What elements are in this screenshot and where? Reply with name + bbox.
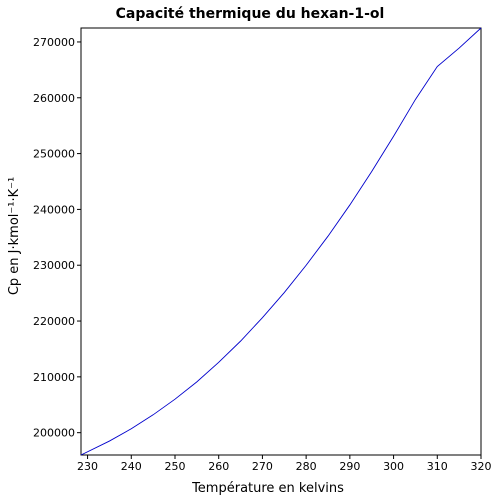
chart-title: Capacité thermique du hexan-1-ol: [116, 6, 385, 22]
x-tick-label: 260: [208, 460, 229, 473]
x-tick-label: 250: [164, 460, 185, 473]
y-tick-label: 260000: [33, 92, 75, 105]
x-tick-label: 240: [121, 460, 142, 473]
x-tick-label: 230: [77, 460, 98, 473]
x-tick-label: 320: [471, 460, 492, 473]
y-tick-label: 250000: [33, 148, 75, 161]
y-axis: 200000 210000 220000 230000 240000 250000 2600…: [33, 36, 81, 440]
y-tick-label: 230000: [33, 259, 75, 272]
x-tick-label: 280: [296, 460, 317, 473]
x-tick-label: 300: [383, 460, 404, 473]
y-tick-label: 210000: [33, 371, 75, 384]
x-tick-label: 270: [252, 460, 273, 473]
plot-area: [80, 27, 482, 456]
x-axis: 230 240 250 260 270 280 290 300 310 320: [77, 455, 492, 473]
series-line-1: [80, 27, 482, 456]
x-tick-label: 310: [427, 460, 448, 473]
y-axis-label: Cp en J·kmol⁻¹·K⁻¹: [7, 177, 22, 295]
x-axis-label: Température en kelvins: [191, 481, 344, 496]
y-tick-label: 270000: [33, 36, 75, 49]
x-tick-label: 290: [339, 460, 360, 473]
plot-frame: [80, 27, 482, 456]
y-tick-label: 200000: [33, 427, 75, 440]
y-tick-label: 220000: [33, 315, 75, 328]
y-tick-label: 240000: [33, 203, 75, 216]
